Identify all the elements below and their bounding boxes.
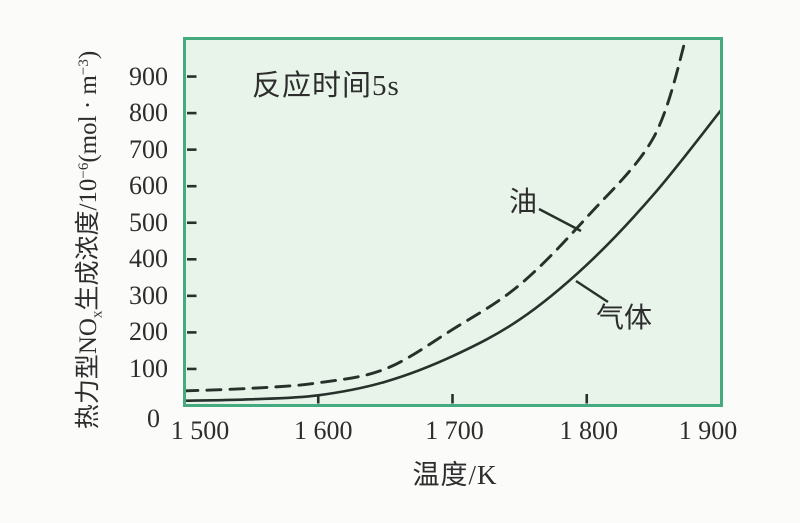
x-tick-label: 1 900 <box>678 416 738 445</box>
y-tick-label: 100 <box>129 353 168 383</box>
x-tick-label: 1 800 <box>559 416 619 445</box>
series-curve-gas <box>186 109 720 402</box>
x-tick-label: 1 500 <box>170 416 230 445</box>
y-tick-label: 500 <box>129 207 168 237</box>
gas-leader-line <box>575 279 609 304</box>
y-tick-label: 900 <box>129 61 168 91</box>
y-tick-label: 800 <box>129 98 168 128</box>
x-tick-label: 1 600 <box>294 416 353 445</box>
y-tick-label: 200 <box>129 317 168 347</box>
series-curve-oil <box>186 40 687 393</box>
y-tick-label: 600 <box>129 171 168 201</box>
oil-leader-line <box>538 207 582 233</box>
x-axis-title: 温度/K <box>412 460 498 490</box>
y-tick-label: 0 <box>147 403 160 433</box>
x-tick-label: 1 700 <box>425 416 484 445</box>
plot-area <box>183 37 723 407</box>
y-tick-label: 300 <box>129 280 168 310</box>
series-label-gas: 气体 <box>596 303 653 334</box>
y-tick-label: 400 <box>129 244 168 274</box>
y-tick-label: 700 <box>129 134 168 164</box>
series-label-oil: 油 <box>509 187 538 218</box>
reaction-time-annotation: 反应时间5s <box>252 70 400 102</box>
